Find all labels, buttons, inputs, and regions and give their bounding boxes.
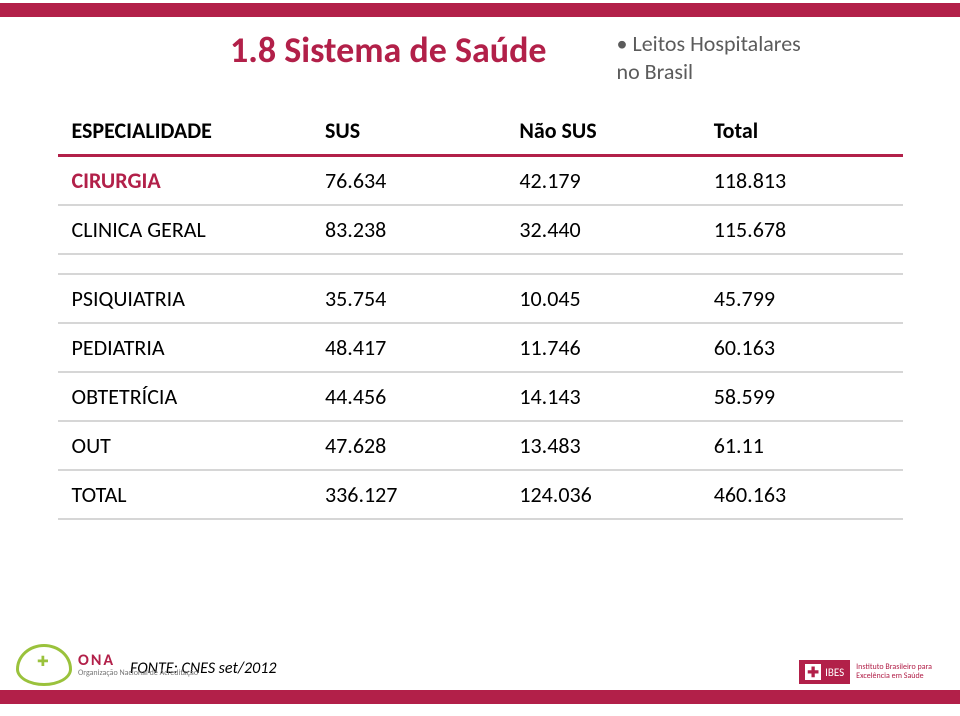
bullet-line: Leitos Hospitalares no Brasil bbox=[617, 30, 900, 85]
table-cell: PSIQUIATRIA bbox=[58, 275, 312, 322]
ibes-sub2: Excelência em Saúde bbox=[856, 671, 924, 681]
table-cell: CLINICA GERAL bbox=[58, 206, 312, 253]
table-cell: 460.163 bbox=[700, 471, 903, 518]
table-cell: 83.238 bbox=[311, 206, 505, 253]
table-row: CLINICA GERAL83.23832.440115.678 bbox=[58, 206, 903, 253]
table-cell: PEDIATRIA bbox=[58, 324, 312, 371]
column-header: SUS bbox=[311, 107, 505, 154]
bullet-note: Leitos Hospitalares no Brasil bbox=[617, 28, 900, 85]
column-header: Total bbox=[700, 107, 903, 154]
table-cell: 47.628 bbox=[311, 422, 505, 469]
table-cell: 118.813 bbox=[700, 157, 903, 204]
table-row: OUT47.62813.48361.11 bbox=[58, 422, 903, 469]
table-row: CIRURGIA76.63442.179118.813 bbox=[58, 157, 903, 204]
table-cell: 11.746 bbox=[505, 324, 699, 371]
table-head: ESPECIALIDADESUSNão SUSTotal bbox=[58, 107, 903, 157]
table-cell: CIRURGIA bbox=[58, 157, 312, 204]
table-cell: 44.456 bbox=[311, 373, 505, 420]
ona-name: ONA bbox=[78, 653, 198, 669]
table-body: CIRURGIA76.63442.179118.813CLINICA GERAL… bbox=[58, 157, 903, 520]
table-cell: 14.143 bbox=[505, 373, 699, 420]
ibes-box-icon: ✚ IBES bbox=[799, 660, 850, 684]
top-brand-bar bbox=[0, 3, 960, 17]
bullet-text-2: no Brasil bbox=[617, 58, 694, 85]
table-cell: 61.11 bbox=[700, 422, 903, 469]
table-cell: 13.483 bbox=[505, 422, 699, 469]
table-row: TOTAL336.127124.036460.163 bbox=[58, 471, 903, 518]
page-title: 1.8 Sistema de Saúde bbox=[230, 28, 547, 72]
table-cell: TOTAL bbox=[58, 471, 312, 518]
table-cell: OUT bbox=[58, 422, 312, 469]
column-header: ESPECIALIDADE bbox=[58, 107, 312, 154]
table-cell: 336.127 bbox=[311, 471, 505, 518]
ibes-logo: ✚ IBES Instituto Brasileiro para Excelên… bbox=[799, 660, 932, 684]
table-row: PSIQUIATRIA35.75410.04545.799 bbox=[58, 275, 903, 322]
table-cell: 60.163 bbox=[700, 324, 903, 371]
table-cell: 32.440 bbox=[505, 206, 699, 253]
table-row: PEDIATRIA48.41711.74660.163 bbox=[58, 324, 903, 371]
column-header: Não SUS bbox=[505, 107, 699, 154]
plus-icon: ✚ bbox=[805, 664, 821, 680]
ibes-name: IBES bbox=[825, 666, 844, 679]
bullet-text-1: Leitos Hospitalares bbox=[632, 30, 800, 57]
table-cell: 10.045 bbox=[505, 275, 699, 322]
table-cell: 48.417 bbox=[311, 324, 505, 371]
ona-subtitle: Organização Nacional de Acreditação bbox=[78, 668, 198, 678]
table-cell: 45.799 bbox=[700, 275, 903, 322]
ona-mark-icon bbox=[16, 644, 72, 686]
table-cell: 76.634 bbox=[311, 157, 505, 204]
data-table: ESPECIALIDADESUSNão SUSTotal CIRURGIA76.… bbox=[58, 107, 903, 520]
ona-logo-text: ONA Organização Nacional de Acreditação bbox=[78, 653, 198, 677]
table-cell: 115.678 bbox=[700, 206, 903, 253]
table-cell: 58.599 bbox=[700, 373, 903, 420]
table-cell: OBTETRÍCIA bbox=[58, 373, 312, 420]
table-cell: 42.179 bbox=[505, 157, 699, 204]
table-cell: 124.036 bbox=[505, 471, 699, 518]
bottom-brand-bar bbox=[0, 690, 960, 704]
table-row: OBTETRÍCIA44.45614.14358.599 bbox=[58, 373, 903, 420]
ibes-subtitle: Instituto Brasileiro para Excelência em … bbox=[856, 663, 932, 681]
table-cell: 35.754 bbox=[311, 275, 505, 322]
ona-logo: ONA Organização Nacional de Acreditação bbox=[16, 644, 198, 686]
